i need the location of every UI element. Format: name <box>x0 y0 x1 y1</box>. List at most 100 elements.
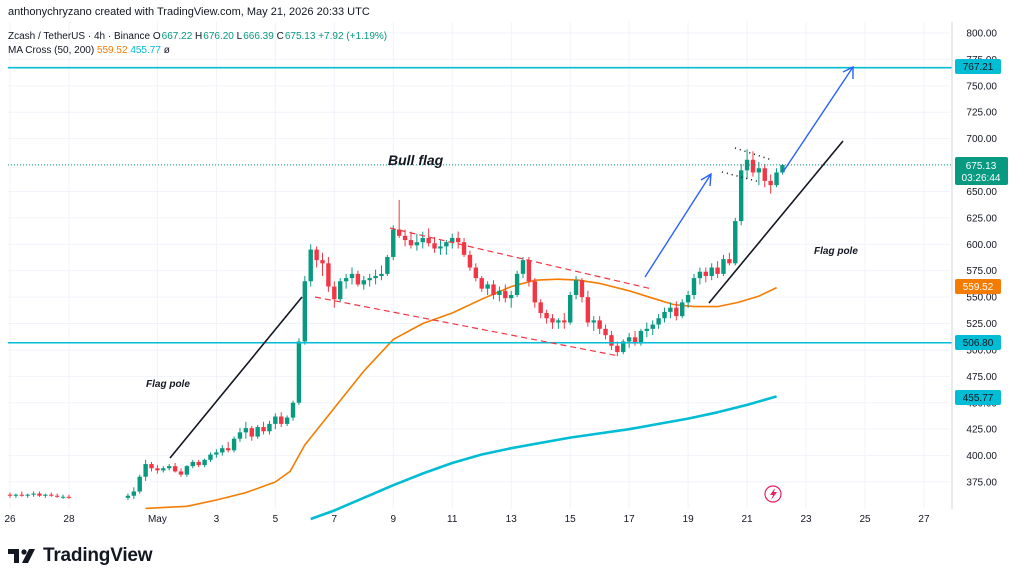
candle <box>538 299 543 319</box>
x-tick-label: 21 <box>742 514 754 525</box>
candle <box>208 452 213 462</box>
y-tick-label: 500.00 <box>966 345 997 356</box>
y-tick-label: 550.00 <box>966 293 997 304</box>
candle <box>420 231 425 249</box>
price-axis[interactable]: 375.00400.00425.00450.00475.00500.00525.… <box>966 29 997 489</box>
candle <box>674 301 679 321</box>
candle <box>479 275 484 292</box>
candle <box>774 168 779 188</box>
candle <box>744 149 750 179</box>
candle <box>438 240 443 255</box>
candle <box>290 400 296 421</box>
candle <box>279 412 284 428</box>
candle <box>243 421 249 439</box>
candle <box>756 161 762 186</box>
y-tick-label: 475.00 <box>966 372 997 383</box>
y-tick-label: 425.00 <box>966 425 997 436</box>
y-tick-label: 750.00 <box>966 81 997 92</box>
candle <box>520 256 526 279</box>
candle <box>603 324 608 340</box>
candle <box>131 487 137 499</box>
candle <box>255 424 260 439</box>
candle <box>615 341 620 357</box>
candle <box>650 320 655 336</box>
candle <box>355 270 361 287</box>
candle <box>467 250 473 271</box>
candle <box>455 231 461 249</box>
legend-indicator-row: MA Cross (50, 200) 559.52 455.77 ø <box>8 44 387 58</box>
candle <box>66 494 72 499</box>
open-label: O <box>152 31 161 42</box>
candle <box>573 275 579 300</box>
lightning-icon[interactable] <box>764 485 782 503</box>
x-tick-label: 9 <box>390 514 396 525</box>
high-label: H <box>195 31 203 42</box>
candle <box>680 299 685 319</box>
time-axis[interactable]: 26 28 May 3 5 7 9 11 13 15 17 19 21 23 25 27 <box>4 514 930 525</box>
candle <box>391 225 396 261</box>
flag-pole-right-line <box>708 140 844 304</box>
candle <box>167 464 172 471</box>
candle <box>25 493 30 498</box>
candle <box>526 256 532 287</box>
candle <box>709 263 714 281</box>
candle <box>237 428 243 442</box>
candle <box>137 474 142 494</box>
candle <box>343 273 349 289</box>
symbol-title[interactable]: Zcash / TetherUS · 4h · Binance <box>8 31 151 42</box>
candle <box>43 493 48 498</box>
candle <box>161 466 166 473</box>
candle <box>155 465 160 474</box>
low-value: 666.39 <box>243 31 274 42</box>
candle <box>149 461 154 472</box>
y-tick-label: 725.00 <box>966 108 997 119</box>
candle <box>332 281 337 308</box>
current-price-tag: 675.13 03:26:44 <box>955 157 1008 185</box>
candle <box>273 413 278 430</box>
candle <box>202 458 207 468</box>
candle <box>414 233 420 251</box>
candle <box>225 441 231 453</box>
candle <box>338 278 343 303</box>
x-tick-label: 13 <box>506 514 518 525</box>
ma50-value: 559.52 <box>96 45 128 56</box>
candle <box>60 494 66 499</box>
arrow-up-1 <box>644 172 712 278</box>
candle <box>296 338 302 405</box>
y-tick-label: 600.00 <box>966 240 997 251</box>
candle <box>685 290 691 308</box>
candle <box>432 236 437 253</box>
price-tags: 767.21 675.13 03:26:44 559.52 506.80 455… <box>955 59 1008 405</box>
candle <box>656 314 661 329</box>
indicator-title[interactable]: MA Cross (50, 200) <box>8 45 95 56</box>
hide-indicator-icon[interactable]: ø <box>163 45 170 56</box>
open-value: 667.22 <box>161 31 193 42</box>
y-tick-label: 525.00 <box>966 319 997 330</box>
y-tick-label: 700.00 <box>966 134 997 145</box>
resistance-tag: 767.21 <box>955 59 1001 74</box>
candle <box>585 290 591 327</box>
ma200-line <box>310 395 777 521</box>
candle <box>267 420 272 435</box>
y-tick-label: 800.00 <box>966 29 997 40</box>
candle <box>178 468 184 477</box>
candle <box>172 462 178 473</box>
candle <box>408 231 414 249</box>
chart-legend: Zcash / TetherUS · 4h · Binance O667.22 … <box>8 30 387 58</box>
candle <box>662 307 667 323</box>
low-label: L <box>236 31 243 42</box>
candle <box>302 275 308 345</box>
tradingview-logo[interactable]: TradingView <box>8 543 153 569</box>
candle <box>738 164 744 226</box>
high-value: 676.20 <box>203 31 234 42</box>
candle <box>54 493 60 498</box>
candle <box>644 322 650 338</box>
candle <box>19 491 24 497</box>
flag-channel-lower <box>314 296 620 357</box>
flag-pole-left-line <box>169 296 303 459</box>
y-tick-label: 625.00 <box>966 213 997 224</box>
candle <box>503 284 508 303</box>
support-tag: 506.80 <box>955 335 1001 350</box>
x-tick-label: 19 <box>683 514 695 525</box>
